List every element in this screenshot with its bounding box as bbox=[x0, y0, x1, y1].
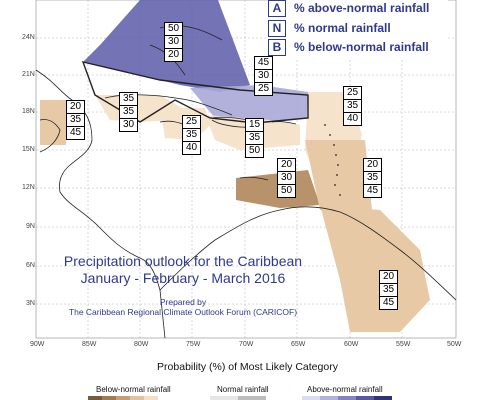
prob-normal: 35 bbox=[67, 114, 84, 127]
prob-box-abc-islands: 20 30 50 bbox=[277, 158, 296, 198]
scale-title: Probability (%) of Most Likely Category bbox=[157, 361, 338, 373]
legend-row-below: B % below-normal rainfall bbox=[268, 38, 429, 56]
map-title-line2: January - February - March 2016 bbox=[80, 270, 286, 286]
prob-above: 20 bbox=[364, 159, 381, 172]
prob-below: 25 bbox=[257, 83, 270, 94]
scale-below-1 bbox=[88, 396, 102, 400]
scale-above-2 bbox=[320, 396, 338, 400]
prob-above: 20 bbox=[380, 271, 397, 284]
forum-name: The Caribbean Regional Climate Outlook F… bbox=[68, 307, 298, 317]
legend-row-normal: N % normal rainfall bbox=[268, 19, 391, 37]
lon-tick-70w: 70W bbox=[239, 341, 254, 348]
lat-tick-3n: 3N bbox=[26, 300, 35, 307]
lon-tick-50w: 50W bbox=[447, 341, 462, 348]
prob-box-bahamas: 50 30 20 bbox=[164, 22, 183, 62]
prob-above: 35 bbox=[120, 93, 137, 106]
prepared-by: Prepared by bbox=[159, 297, 207, 307]
prob-above: 20 bbox=[278, 159, 295, 172]
prob-normal: 35 bbox=[183, 129, 200, 142]
prob-normal: 30 bbox=[278, 172, 295, 185]
prob-above: 15 bbox=[246, 119, 263, 132]
scale-normal-2 bbox=[238, 396, 266, 400]
prob-below: 45 bbox=[366, 185, 379, 196]
prob-below: 45 bbox=[69, 127, 82, 138]
prob-normal: 35 bbox=[120, 106, 137, 119]
prob-normal: 35 bbox=[364, 172, 381, 185]
prob-box-southern-lesser-antilles: 20 35 45 bbox=[363, 158, 382, 198]
scale-above-5 bbox=[374, 396, 392, 400]
scale-above-4 bbox=[356, 396, 374, 400]
lon-tick-90w: 90W bbox=[30, 341, 45, 348]
scale-below-5 bbox=[144, 396, 158, 400]
scale-normal-1 bbox=[210, 396, 238, 400]
zone-southern-lesser-antilles-below bbox=[305, 140, 372, 220]
prob-box-jamaica: 25 35 40 bbox=[182, 115, 201, 155]
prob-above: 50 bbox=[165, 23, 182, 36]
prob-box-guianas: 20 35 45 bbox=[379, 270, 398, 310]
legend-key-below: B bbox=[268, 38, 286, 56]
prob-below: 50 bbox=[280, 185, 293, 196]
prob-below: 40 bbox=[185, 142, 198, 153]
legend-row-above: A % above-normal rainfall bbox=[268, 0, 430, 17]
lat-tick-12n: 12N bbox=[22, 184, 35, 191]
prob-normal: 30 bbox=[255, 70, 272, 83]
prob-box-hispaniola: 15 35 50 bbox=[245, 118, 264, 158]
prob-box-belize: 20 35 45 bbox=[66, 100, 85, 140]
legend-text-above: % above-normal rainfall bbox=[294, 1, 430, 15]
island-arc bbox=[324, 124, 341, 196]
zone-greater-antilles-above bbox=[190, 85, 308, 123]
lon-tick-65w: 65W bbox=[291, 341, 306, 348]
legend-text-normal: % normal rainfall bbox=[294, 21, 391, 35]
prob-box-cuba-south: 35 35 30 bbox=[119, 92, 138, 132]
lat-tick-24n: 24N bbox=[22, 34, 35, 41]
prob-box-northern-lesser-antilles: 25 35 40 bbox=[343, 86, 362, 126]
prob-below: 40 bbox=[346, 113, 359, 124]
lon-tick-60w: 60W bbox=[344, 341, 359, 348]
lon-tick-80w: 80W bbox=[134, 341, 149, 348]
lat-tick-6n: 6N bbox=[26, 262, 35, 269]
prob-below: 30 bbox=[122, 119, 135, 130]
zone-guianas-below bbox=[320, 205, 430, 332]
scale-above-1 bbox=[302, 396, 320, 400]
prob-below: 20 bbox=[167, 49, 180, 60]
scale-below-4 bbox=[130, 396, 144, 400]
scale-below-2 bbox=[102, 396, 116, 400]
prob-above: 45 bbox=[255, 57, 272, 70]
legend: A % above-normal rainfall N % normal rai… bbox=[268, 0, 448, 58]
prob-normal: 35 bbox=[380, 284, 397, 297]
scale-below-3 bbox=[116, 396, 130, 400]
scale-normal-label: Normal rainfall bbox=[217, 385, 269, 394]
legend-key-normal: N bbox=[268, 19, 286, 37]
map-title-line1: Precipitation outlook for the Caribbean bbox=[63, 253, 303, 269]
legend-key-above: A bbox=[268, 0, 286, 17]
prob-normal: 35 bbox=[344, 100, 361, 113]
lon-tick-55w: 55W bbox=[396, 341, 411, 348]
prob-above: 25 bbox=[183, 116, 200, 129]
scale-above-label: Above-normal rainfall bbox=[307, 385, 383, 394]
lat-tick-21n: 21N bbox=[22, 71, 35, 78]
scale-above-3 bbox=[338, 396, 356, 400]
scale-below-label: Below-normal rainfall bbox=[96, 385, 171, 394]
prob-below: 50 bbox=[248, 145, 261, 156]
prob-above: 25 bbox=[344, 87, 361, 100]
prob-below: 45 bbox=[382, 297, 395, 308]
lat-tick-18n: 18N bbox=[22, 108, 35, 115]
legend-text-below: % below-normal rainfall bbox=[294, 40, 429, 54]
lat-tick-9n: 9N bbox=[26, 223, 35, 230]
prob-normal: 30 bbox=[165, 36, 182, 49]
lon-tick-85w: 85W bbox=[82, 341, 97, 348]
lon-tick-75w: 75W bbox=[186, 341, 201, 348]
prob-box-greater-antilles-north: 45 30 25 bbox=[254, 56, 273, 96]
zone-cuba-south-below bbox=[95, 95, 182, 122]
probability-scale bbox=[88, 396, 392, 400]
prob-above: 20 bbox=[67, 101, 84, 114]
lat-tick-15n: 15N bbox=[22, 146, 35, 153]
prob-normal: 35 bbox=[246, 132, 263, 145]
